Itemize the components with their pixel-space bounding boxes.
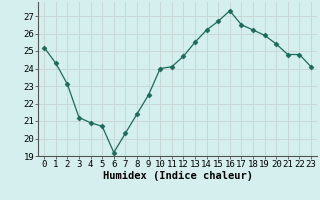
X-axis label: Humidex (Indice chaleur): Humidex (Indice chaleur) — [103, 171, 252, 181]
